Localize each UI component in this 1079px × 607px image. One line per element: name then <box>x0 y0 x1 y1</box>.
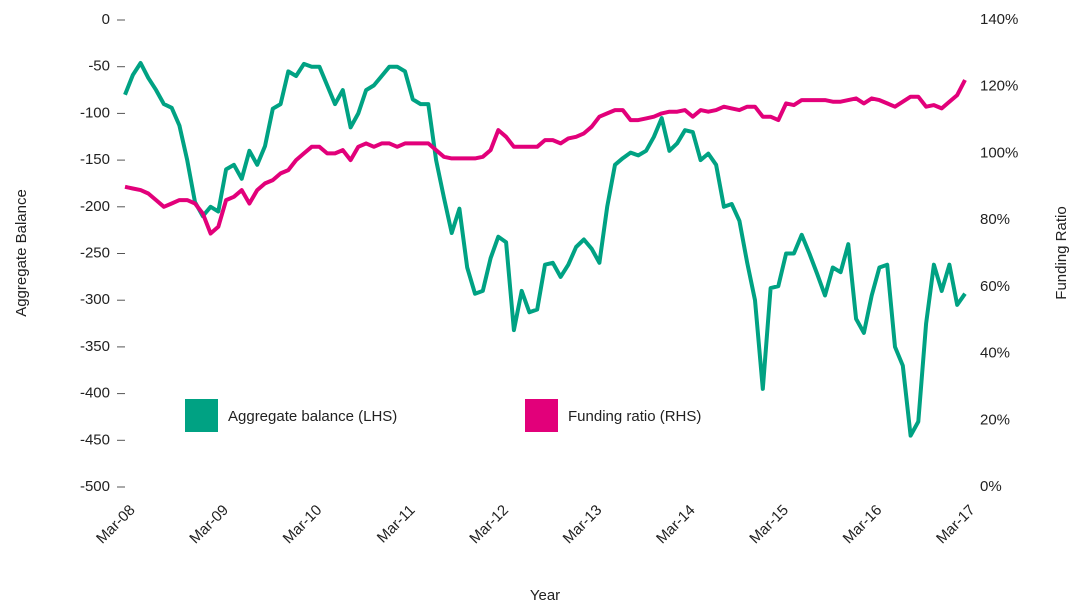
y2-axis-label: Funding Ratio <box>1053 206 1070 299</box>
y-tick-label: 0 <box>102 11 110 28</box>
x-tick-label: Mar-13 <box>560 502 606 548</box>
x-tick-label: Mar-08 <box>93 502 139 548</box>
y2-tick-label: 140% <box>980 11 1018 28</box>
y-axis-label: Aggregate Balance <box>13 189 30 317</box>
x-tick-label: Mar-15 <box>746 502 792 548</box>
legend-swatch <box>185 399 218 432</box>
y-tick-label: -450 <box>80 431 110 448</box>
y-tick-label: -500 <box>80 478 110 495</box>
y-tick-label: -200 <box>80 198 110 215</box>
y2-tick-label: 100% <box>980 144 1018 161</box>
y-tick-label: -50 <box>88 58 110 75</box>
y-tick-label: -100 <box>80 104 110 121</box>
x-tick-label: Mar-16 <box>840 502 886 548</box>
y2-tick-label: 20% <box>980 411 1010 428</box>
x-tick-label: Mar-10 <box>280 502 326 548</box>
y-tick-label: -400 <box>80 385 110 402</box>
legend-label: Funding ratio (RHS) <box>568 408 701 425</box>
x-tick-label: Mar-14 <box>653 502 699 548</box>
legend-label: Aggregate balance (LHS) <box>228 408 397 425</box>
y2-tick-label: 120% <box>980 78 1018 95</box>
line-series <box>124 79 967 236</box>
x-axis-label: Year <box>530 587 560 604</box>
y2-tick-label: 0% <box>980 478 1002 495</box>
x-tick-label: Mar-11 <box>374 502 419 547</box>
y-tick-label: -300 <box>80 291 110 308</box>
y2-tick-label: 80% <box>980 211 1010 228</box>
y2-tick-label: 40% <box>980 345 1010 362</box>
line-series <box>123 61 967 438</box>
y-tick-label: -350 <box>80 338 110 355</box>
y2-tick-label: 60% <box>980 278 1010 295</box>
y-tick-label: -150 <box>80 151 110 168</box>
legend-swatch <box>525 399 558 432</box>
x-tick-label: Mar-17 <box>933 502 979 548</box>
y-tick-label: -250 <box>80 244 110 261</box>
x-tick-label: Mar-12 <box>466 502 512 548</box>
x-tick-label: Mar-09 <box>186 502 232 548</box>
